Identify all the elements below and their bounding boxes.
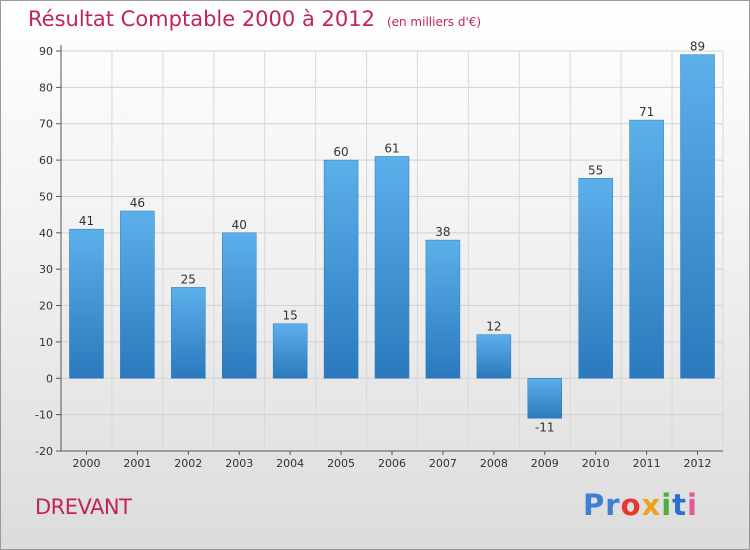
- brand-part-5: t: [672, 488, 688, 522]
- x-tick-label-2002: 2002: [174, 457, 202, 470]
- brand-part-3: x: [641, 488, 662, 522]
- y-tick-label: 60: [39, 154, 53, 167]
- y-tick-label: 40: [39, 227, 53, 240]
- value-label-2001: 46: [130, 196, 145, 210]
- x-tick-label-2004: 2004: [276, 457, 304, 470]
- value-label-2007: 38: [435, 225, 450, 239]
- value-label-2002: 25: [181, 272, 196, 286]
- x-tick-label-2010: 2010: [582, 457, 610, 470]
- brand-part-2: o: [620, 488, 642, 522]
- value-label-2011: 71: [639, 105, 654, 119]
- x-tick-label-2006: 2006: [378, 457, 406, 470]
- value-label-2005: 60: [333, 145, 348, 159]
- y-tick-label: 70: [39, 118, 53, 131]
- bar-2009: [527, 378, 563, 419]
- y-tick-label: 30: [39, 263, 53, 276]
- chart-subtitle: (en milliers d'€): [386, 15, 482, 29]
- value-label-2004: 15: [283, 309, 298, 323]
- y-tick-label: 20: [39, 300, 53, 313]
- brand-part-1: Pr: [583, 488, 621, 522]
- x-tick-label-2011: 2011: [633, 457, 661, 470]
- x-tick-label-2012: 2012: [684, 457, 712, 470]
- chart-title: Résultat Comptable 2000 à 2012 (en millie…: [28, 7, 481, 31]
- value-label-2008: 12: [486, 320, 501, 334]
- city-name: DREVANT: [35, 495, 132, 519]
- value-label-2000: 41: [79, 214, 94, 228]
- bar-2000: [69, 228, 104, 379]
- brand-part-6: i: [687, 488, 698, 522]
- axes: -20 -10 0 10 20 30 40 50 60 70 80 90 2000 2001 2002 200…: [35, 45, 723, 470]
- x-tick-label-2003: 2003: [225, 457, 253, 470]
- bar-2005: [323, 159, 359, 379]
- x-tick-label-2005: 2005: [327, 457, 355, 470]
- x-tick-label-2001: 2001: [123, 457, 151, 470]
- chart-title-text: Résultat Comptable 2000 à 2012: [28, 7, 375, 31]
- y-tick-label: 90: [39, 45, 53, 58]
- value-label-2006: 61: [384, 141, 399, 155]
- y-tick-label: 80: [39, 81, 53, 94]
- value-label-2012: 89: [690, 40, 705, 54]
- bars: [69, 54, 715, 419]
- y-tick-label: 0: [46, 372, 53, 385]
- y-tick-label: -20: [35, 445, 53, 458]
- bar-2007: [425, 239, 461, 379]
- value-label-2010: 55: [588, 163, 603, 177]
- x-tick-label-2000: 2000: [72, 457, 100, 470]
- brand-part-4: i: [661, 488, 673, 522]
- bar-2002: [171, 287, 206, 379]
- bar-2008: [476, 334, 512, 379]
- y-tick-label: -10: [35, 409, 53, 422]
- value-label-2003: 40: [232, 218, 247, 232]
- y-tick-label: 10: [39, 336, 53, 349]
- brand-logo: Proxiti: [583, 488, 698, 522]
- bar-2006: [374, 156, 410, 379]
- x-tick-label-2008: 2008: [480, 457, 508, 470]
- bar-2012: [680, 54, 715, 379]
- value-label-2009: -11: [535, 420, 555, 434]
- x-tick-label-2007: 2007: [429, 457, 457, 470]
- value-labels: 41 46 25 40 15 60 61 38 12 -11 55 71 89: [79, 40, 705, 435]
- bar-2003: [221, 232, 257, 379]
- bar-2010: [578, 178, 613, 379]
- bar-2001: [120, 210, 155, 379]
- bar-2011: [629, 119, 664, 379]
- bar-2004: [272, 323, 308, 379]
- x-tick-label-2009: 2009: [531, 457, 559, 470]
- y-tick-label: 50: [39, 190, 53, 203]
